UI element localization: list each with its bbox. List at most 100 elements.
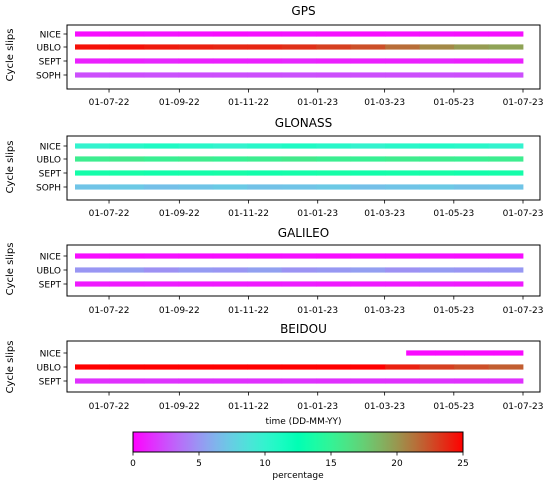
- glonass-soph-segment: [385, 184, 421, 190]
- glonass-title: GLONASS: [275, 116, 332, 130]
- beidou-ylabel: Cycle slips: [5, 341, 16, 394]
- glonass-ublo-segment: [316, 156, 352, 162]
- beidou-ytick-sept: SEPT: [39, 378, 62, 388]
- gps-nice-segment: [109, 31, 145, 37]
- gps-ublo-segment: [350, 44, 386, 50]
- beidou-nice-segment: [435, 350, 465, 356]
- gps-soph-segment: [454, 72, 489, 78]
- galileo-ublo-segment: [316, 267, 352, 273]
- galileo-sept-segment: [212, 281, 248, 287]
- beidou-ublo-segment: [419, 364, 455, 370]
- glonass-ublo-segment: [247, 156, 283, 162]
- galileo-ublo-segment: [454, 267, 489, 273]
- gps-ublo-segment: [143, 44, 179, 50]
- glonass-xtick-label: 01-07-22: [89, 209, 130, 219]
- gps-xtick-label: 01-05-23: [433, 98, 474, 108]
- beidou-ublo-segment: [350, 364, 386, 370]
- beidou-sept-segment: [178, 378, 214, 384]
- glonass-xtick-label: 01-09-22: [159, 209, 200, 219]
- gps-nice-segment: [281, 31, 317, 37]
- galileo-xtick-label: 01-01-23: [297, 306, 338, 316]
- beidou-ublo-segment: [454, 364, 489, 370]
- gps-ublo-segment: [281, 44, 317, 50]
- gps-axes-frame: [66, 24, 541, 90]
- gps-nice-segment: [454, 31, 489, 37]
- beidou-xlabel: time (DD-MM-YY): [265, 417, 341, 427]
- beidou-ytick-ublo: UBLO: [36, 364, 61, 374]
- galileo-ublo-segment: [488, 267, 524, 273]
- galileo-sept-segment: [385, 281, 421, 287]
- gps-ublo-segment: [488, 44, 524, 50]
- colorbar-tick-label: 5: [196, 459, 202, 469]
- beidou-ublo-segment: [109, 364, 145, 370]
- gps-xtick-label: 01-07-22: [89, 98, 130, 108]
- glonass-ublo-segment: [350, 156, 386, 162]
- glonass-ublo-segment: [75, 156, 110, 162]
- glonass-sept-segment: [212, 170, 248, 176]
- gps-ylabel: Cycle slips: [5, 29, 16, 82]
- gps-nice-segment: [488, 31, 524, 37]
- glonass-nice-segment: [178, 143, 214, 149]
- glonass-soph-segment: [281, 184, 317, 190]
- galileo-sept-segment: [143, 281, 179, 287]
- gps-soph-segment: [281, 72, 317, 78]
- galileo-nice-segment: [488, 253, 524, 259]
- galileo-ytick-ublo: UBLO: [36, 267, 61, 277]
- beidou-sept-segment: [385, 378, 421, 384]
- galileo-ylabel: Cycle slips: [5, 243, 16, 296]
- gps-ytick-nice: NICE: [40, 31, 62, 41]
- galileo-nice-segment: [178, 253, 214, 259]
- beidou-ublo-segment: [212, 364, 248, 370]
- galileo-ublo-segment: [281, 267, 317, 273]
- galileo-nice-segment: [316, 253, 352, 259]
- gps-sept-segment: [316, 58, 352, 64]
- glonass-ublo-segment: [143, 156, 179, 162]
- colorbar-tick-label: 0: [130, 459, 136, 469]
- galileo-sept-segment: [247, 281, 283, 287]
- galileo-xtick-label: 01-07-22: [89, 306, 130, 316]
- gps-sept-segment: [178, 58, 214, 64]
- glonass-nice-segment: [350, 143, 386, 149]
- gps-nice-segment: [178, 31, 214, 37]
- beidou-ublo-segment: [316, 364, 352, 370]
- beidou-nice-segment: [464, 350, 495, 356]
- glonass-soph-segment: [316, 184, 352, 190]
- glonass-xtick-label: 01-03-23: [364, 209, 405, 219]
- glonass-sept-segment: [75, 170, 110, 176]
- gps-ublo-segment: [109, 44, 145, 50]
- glonass-sept-segment: [385, 170, 421, 176]
- glonass-sept-segment: [454, 170, 489, 176]
- glonass-ylabel: Cycle slips: [5, 141, 16, 194]
- beidou-ublo-segment: [281, 364, 317, 370]
- glonass-xtick-label: 01-11-22: [228, 209, 269, 219]
- beidou-ublo-segment: [75, 364, 110, 370]
- gps-sept-segment: [419, 58, 455, 64]
- gps-nice-segment: [316, 31, 352, 37]
- beidou-ublo-segment: [385, 364, 421, 370]
- galileo-ublo-segment: [75, 267, 110, 273]
- beidou-sept-segment: [109, 378, 145, 384]
- glonass-ublo-segment: [488, 156, 524, 162]
- gps-soph-segment: [212, 72, 248, 78]
- glonass-ytick-sept: SEPT: [39, 170, 62, 180]
- galileo-sept-segment: [350, 281, 386, 287]
- beidou-xtick-label: 01-05-23: [433, 402, 474, 412]
- glonass-ublo-segment: [212, 156, 248, 162]
- glonass-soph-segment: [75, 184, 110, 190]
- gps-nice-segment: [212, 31, 248, 37]
- galileo-ublo-segment: [350, 267, 386, 273]
- beidou-sept-segment: [143, 378, 179, 384]
- gps-ublo-segment: [419, 44, 455, 50]
- gps-sept-segment: [281, 58, 317, 64]
- gps-ytick-soph: SOPH: [36, 72, 61, 82]
- glonass-nice-segment: [75, 143, 110, 149]
- colorbar-tick-label: 10: [259, 459, 271, 469]
- colorbar-tick-label: 15: [325, 459, 336, 469]
- beidou-nice-segment: [493, 350, 524, 356]
- gps-soph-segment: [143, 72, 179, 78]
- beidou-sept-segment: [350, 378, 386, 384]
- glonass-ublo-segment: [419, 156, 455, 162]
- gps-soph-segment: [316, 72, 352, 78]
- galileo-sept-segment: [488, 281, 524, 287]
- glonass-ytick-soph: SOPH: [36, 184, 61, 194]
